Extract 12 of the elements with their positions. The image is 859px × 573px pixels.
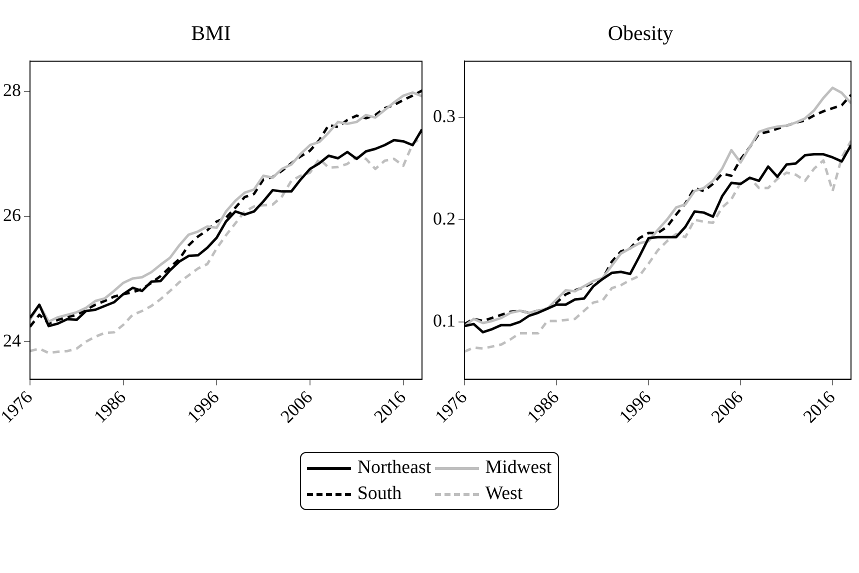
y-tick-label: 26 <box>3 205 21 226</box>
legend-label: Northeast <box>357 456 432 480</box>
chart-title: Obesity <box>608 21 674 46</box>
legend-label: West <box>485 482 523 506</box>
legend-label: South <box>357 482 402 506</box>
y-tick-label: 24 <box>3 330 21 350</box>
y-tick-label: 0.1 <box>433 310 456 331</box>
legend-label: Midwest <box>485 456 552 480</box>
chart-title: BMI <box>191 21 231 46</box>
y-tick-label: 0.3 <box>433 106 456 126</box>
y-tick-label: 0.2 <box>433 208 456 228</box>
y-tick-label: 28 <box>3 80 21 100</box>
